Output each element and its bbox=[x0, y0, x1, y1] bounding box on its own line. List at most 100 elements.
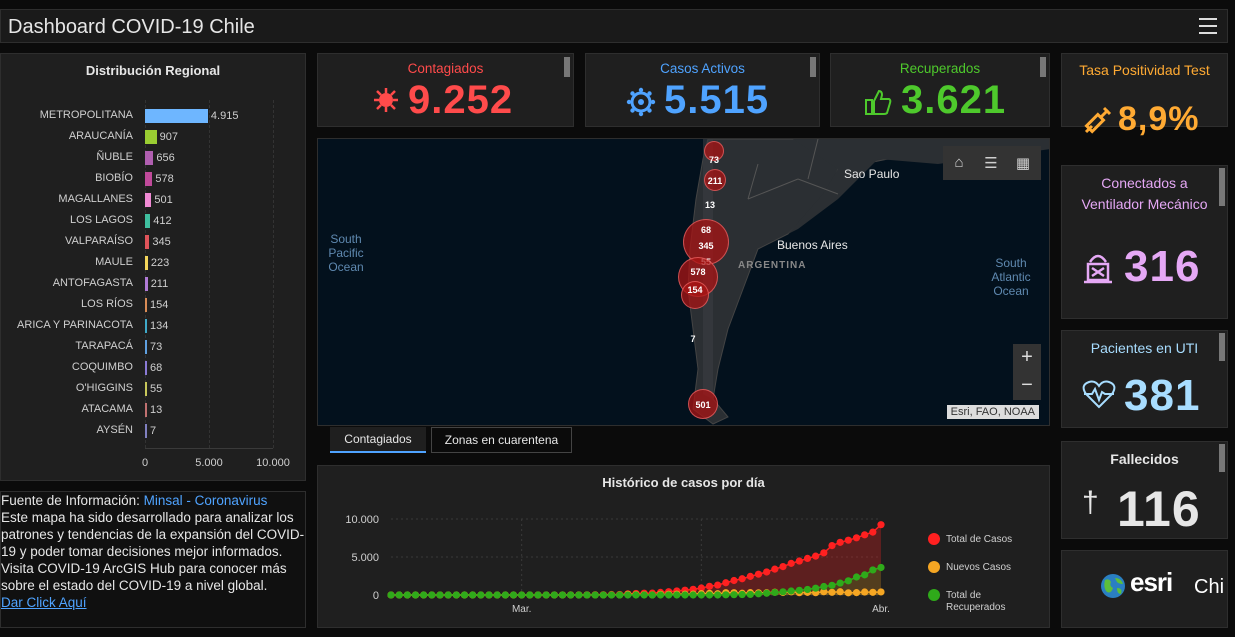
data-point bbox=[518, 591, 526, 599]
region-row[interactable]: ARICA Y PARINACOTA 134 bbox=[0, 318, 305, 334]
zoom-in-button[interactable]: + bbox=[1013, 344, 1041, 372]
map-cluster[interactable]: 211 bbox=[704, 169, 726, 191]
scrollbar[interactable] bbox=[564, 57, 570, 77]
data-point bbox=[861, 571, 869, 579]
page-title: Dashboard COVID-19 Chile bbox=[8, 16, 255, 38]
region-row[interactable]: ANTOFAGASTA 211 bbox=[0, 276, 305, 292]
scrollbar[interactable] bbox=[1040, 57, 1046, 77]
data-point bbox=[730, 591, 738, 599]
scrollbar[interactable] bbox=[1219, 333, 1225, 361]
data-point bbox=[844, 536, 852, 544]
map-label-sao-paulo: Sao Paulo bbox=[844, 167, 900, 181]
app-header: Dashboard COVID-19 Chile bbox=[0, 9, 1228, 43]
tab-zonas-cuarentena[interactable]: Zonas en cuarentena bbox=[431, 427, 572, 453]
data-point bbox=[787, 559, 795, 567]
region-row[interactable]: ATACAMA 13 bbox=[0, 402, 305, 418]
region-bar[interactable] bbox=[145, 361, 147, 375]
region-row[interactable]: LOS LAGOS 412 bbox=[0, 213, 305, 229]
map-label-atlantic: South Atlantic Ocean bbox=[991, 256, 1031, 298]
region-row[interactable]: TARAPACÁ 73 bbox=[0, 339, 305, 355]
kpi-recuperados-value: 3.621 bbox=[901, 78, 1007, 122]
scrollbar[interactable] bbox=[1219, 168, 1225, 206]
legend-list-icon[interactable]: ☰ bbox=[984, 155, 998, 172]
data-point bbox=[632, 591, 640, 599]
region-bar[interactable] bbox=[145, 172, 153, 186]
info-source: Fuente de Información: Minsal - Coronavi… bbox=[1, 493, 268, 508]
map-view[interactable]: South Pacific Ocean South Atlantic Ocean ARG… bbox=[317, 138, 1050, 426]
fallecidos-label: Fallecidos bbox=[1110, 451, 1179, 467]
map-cluster[interactable]: 501 bbox=[688, 389, 718, 419]
region-bar[interactable] bbox=[145, 319, 147, 333]
data-point bbox=[771, 565, 779, 573]
data-point bbox=[795, 557, 803, 565]
region-label: MAGALLANES bbox=[58, 193, 133, 205]
region-row[interactable]: MAGALLANES 501 bbox=[0, 192, 305, 208]
map-label-buenos-aires: Buenos Aires bbox=[777, 238, 848, 252]
region-row[interactable]: ÑUBLE 656 bbox=[0, 150, 305, 166]
region-value: 345 bbox=[152, 236, 171, 248]
region-label: METROPOLITANA bbox=[39, 109, 133, 121]
region-label: O'HIGGINS bbox=[75, 382, 133, 394]
region-row[interactable]: MAULE 223 bbox=[0, 255, 305, 271]
ventilador-label-2: Ventilador Mecánico bbox=[1081, 196, 1208, 212]
data-point bbox=[820, 588, 828, 596]
zoom-out-button[interactable]: − bbox=[1013, 372, 1041, 400]
region-bar[interactable] bbox=[145, 424, 147, 438]
region-bar[interactable] bbox=[145, 235, 150, 249]
tab-contagiados[interactable]: Contagiados bbox=[330, 427, 426, 453]
kpi-ventilador: Conectados a Ventilador Mecánico 316 bbox=[1061, 165, 1228, 319]
data-point bbox=[452, 591, 460, 599]
region-value: 134 bbox=[150, 320, 169, 332]
kpi-activos-value: 5.515 bbox=[664, 78, 770, 122]
region-row[interactable]: ARAUCANÍA 907 bbox=[0, 129, 305, 145]
region-bar[interactable] bbox=[145, 109, 208, 123]
data-point bbox=[738, 590, 746, 599]
region-row[interactable]: BIOBÍO 578 bbox=[0, 171, 305, 187]
data-point bbox=[616, 591, 624, 599]
region-bar[interactable] bbox=[145, 277, 148, 291]
map-cluster[interactable]: 13 bbox=[704, 200, 715, 210]
data-point bbox=[803, 554, 812, 563]
region-value: 223 bbox=[150, 257, 170, 269]
region-row[interactable]: VALPARAÍSO 345 bbox=[0, 234, 305, 250]
data-point bbox=[820, 549, 828, 557]
region-row[interactable]: LOS RÍOS 154 bbox=[0, 297, 305, 313]
gridline bbox=[209, 100, 210, 448]
region-bar[interactable] bbox=[145, 382, 147, 396]
data-point bbox=[403, 591, 411, 599]
region-row[interactable]: O'HIGGINS 55 bbox=[0, 381, 305, 397]
data-point bbox=[534, 591, 542, 599]
data-point bbox=[542, 591, 550, 599]
region-bar[interactable] bbox=[145, 151, 154, 165]
menu-icon[interactable] bbox=[1199, 18, 1217, 34]
data-point bbox=[836, 588, 844, 596]
map-attribution: Esri, FAO, NOAA bbox=[946, 405, 1039, 419]
region-row[interactable]: COQUIMBO 68 bbox=[0, 360, 305, 376]
data-point bbox=[779, 562, 787, 571]
region-bar[interactable] bbox=[145, 403, 147, 417]
home-icon[interactable]: ⌂ bbox=[954, 154, 964, 171]
region-label: MAULE bbox=[95, 256, 133, 268]
data-point bbox=[387, 591, 395, 599]
data-point bbox=[722, 591, 730, 599]
region-bar[interactable] bbox=[145, 298, 147, 312]
region-bar[interactable] bbox=[145, 193, 152, 207]
region-bar[interactable] bbox=[145, 256, 148, 270]
more-info-link[interactable]: Dar Click Aquí bbox=[1, 595, 87, 610]
source-link[interactable]: Minsal - Coronavirus bbox=[143, 493, 268, 508]
region-row[interactable]: METROPOLITANA 4.915 bbox=[0, 108, 305, 124]
scrollbar[interactable] bbox=[810, 57, 816, 77]
map-cluster[interactable]: 7 bbox=[690, 334, 696, 344]
scrollbar[interactable] bbox=[1219, 444, 1225, 472]
region-value: 68 bbox=[150, 362, 163, 374]
region-row[interactable]: AYSÉN 7 bbox=[0, 423, 305, 439]
region-bar[interactable] bbox=[145, 214, 151, 228]
map-cluster[interactable]: 154 bbox=[681, 281, 709, 309]
region-bar[interactable] bbox=[145, 340, 147, 354]
heart-pulse-icon bbox=[1082, 380, 1116, 409]
map-cluster[interactable]: 73 bbox=[704, 141, 724, 165]
cross-icon: † bbox=[1082, 486, 1099, 519]
region-label: BIOBÍO bbox=[95, 172, 133, 184]
region-bar[interactable] bbox=[145, 130, 157, 144]
basemap-gallery-icon[interactable]: ▦ bbox=[1015, 155, 1031, 172]
